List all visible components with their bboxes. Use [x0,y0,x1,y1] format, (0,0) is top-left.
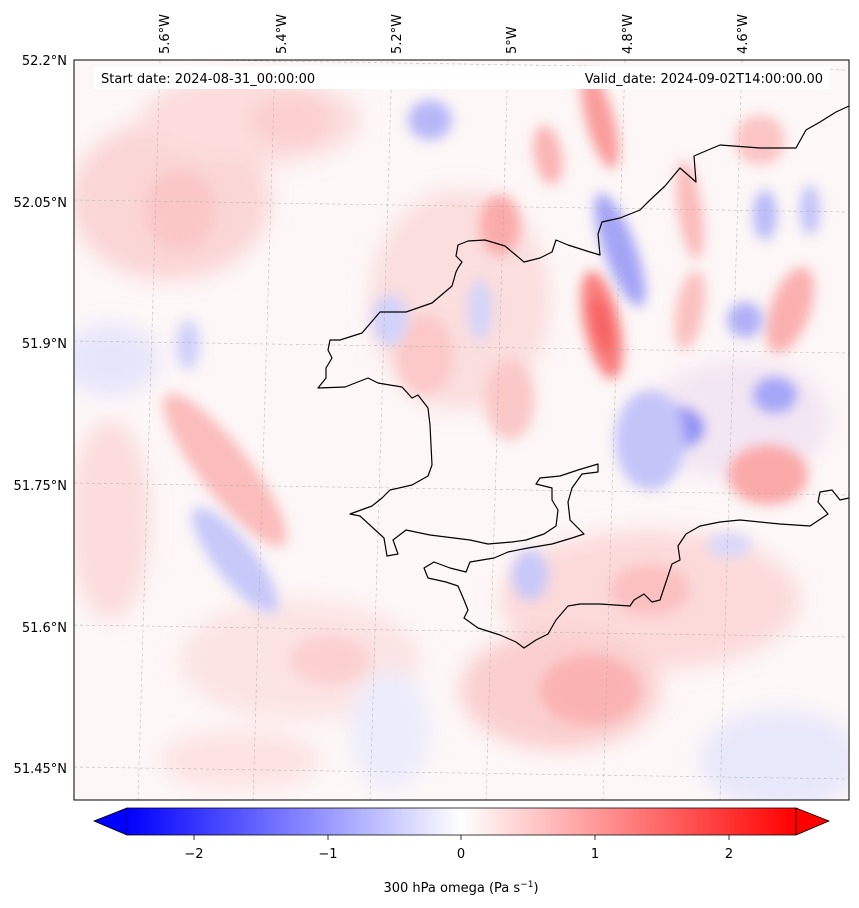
colorbar-tick-label: −2 [184,847,203,862]
colorbar-tick-label: 1 [591,847,599,862]
coastline [317,105,849,649]
colorbar-tick-label: 0 [457,847,465,862]
colorbar-extend-low [92,807,128,836]
colorbar-units-exponent: −1 [520,880,533,890]
lat-label: 51.75°N [14,479,67,494]
valid-date-label: Valid_date: 2024-09-02T14:00:00.00 [585,72,823,87]
map-panel [74,60,849,800]
lat-label: 52.05°N [14,196,67,211]
lon-label: 5°W [505,26,520,54]
colorbar-tick-label: 2 [725,847,733,862]
colorbar-tick-label: −1 [318,847,337,862]
lat-label: 52.2°N [22,54,67,69]
lat-label: 51.6°N [22,621,67,636]
longitude-labels: 5.6°W 5.4°W 5.2°W 5°W 4.8°W 4.6°W [158,14,751,54]
lon-label: 5.2°W [390,14,405,54]
latitude-labels: 52.2°N 52.05°N 51.9°N 51.75°N 51.6°N 51.… [14,54,67,777]
colorbar: −2 −1 0 1 2 300 hPa omega (Pa s−1) [92,807,831,896]
colorbar-units-close: ) [533,881,538,896]
lon-label: 4.8°W [621,14,636,54]
lon-label: 5.6°W [158,14,173,54]
start-date-label: Start date: 2024-08-31_00:00:00 [101,72,315,87]
colorbar-units: Pa s [494,881,520,896]
lon-label: 5.4°W [275,14,290,54]
colorbar-gradient [127,808,796,835]
omega-negative-cells [176,100,820,613]
colorbar-extend-high [795,807,831,836]
date-label-box [94,66,830,89]
colorbar-units-open: ( [489,881,494,896]
map-frame [73,59,850,801]
colorbar-field-name: 300 hPa omega [383,881,484,896]
lat-label: 51.45°N [14,762,67,777]
lon-label: 4.6°W [736,14,751,54]
lat-label: 51.9°N [22,337,67,352]
colorbar-ticks [193,835,730,840]
colorbar-label: 300 hPa omega (Pa s−1) [383,880,538,896]
